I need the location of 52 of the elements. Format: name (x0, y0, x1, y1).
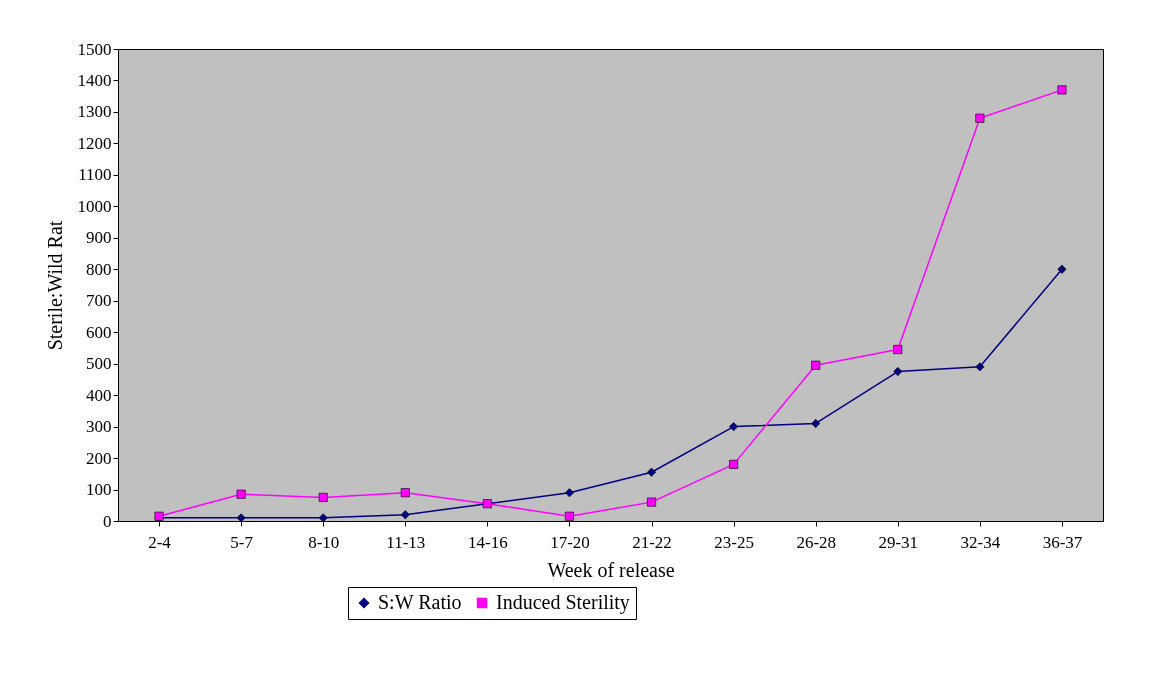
y-tick-label: 400 (86, 385, 112, 405)
x-tick-label: 32-34 (960, 532, 1001, 552)
x-tick-label: 14-16 (468, 532, 508, 552)
point (811, 360, 821, 370)
y-tick-label: 0 (103, 511, 112, 531)
point (647, 497, 657, 507)
x-tick-label: 17-20 (550, 532, 590, 552)
point (318, 492, 328, 502)
x-tick-label: 26-28 (796, 532, 837, 552)
y-tick-label: 1100 (78, 165, 112, 185)
point (729, 459, 739, 469)
y-tick-label: 1300 (77, 102, 112, 122)
y-tick-label: 200 (86, 448, 112, 468)
x-tick-label: 8-10 (308, 532, 340, 552)
x-tick-label: 23-25 (714, 532, 754, 552)
x-tick-label: 21-22 (632, 532, 672, 552)
y-tick-label: 800 (86, 259, 112, 279)
point (893, 367, 903, 377)
y-tick-label: 1500 (77, 39, 112, 59)
y-tick-label: 1000 (77, 196, 112, 216)
point (975, 362, 985, 372)
point (1057, 264, 1067, 274)
x-tick-label: 11-13 (386, 532, 426, 552)
point (564, 488, 574, 498)
point (236, 513, 246, 523)
legend-label: Induced Sterility (496, 591, 630, 614)
x-tick-label: 5-7 (230, 532, 254, 552)
y-tick-label: 500 (86, 354, 112, 374)
x-tick-label: 2-4 (148, 532, 172, 552)
point (975, 113, 985, 123)
point (236, 489, 246, 499)
y-tick-label: 700 (86, 291, 112, 311)
point (564, 511, 574, 521)
y-tick-label: 900 (86, 228, 112, 248)
point (893, 345, 903, 354)
point (811, 418, 821, 428)
point (1057, 85, 1067, 95)
y-tick-label: 1200 (77, 133, 112, 153)
x-tick-label: 29-31 (878, 532, 919, 552)
y-tick-label: 1400 (77, 70, 112, 90)
legend-label: S:W Ratio (378, 591, 462, 613)
y-tick-label: 100 (86, 480, 112, 500)
y-tick-label: 600 (86, 322, 112, 342)
y-tick-label: 300 (86, 417, 112, 437)
y-axis-title: Sterile:Wild Rat (43, 220, 66, 351)
x-tick-label: 36-37 (1042, 532, 1083, 552)
point (400, 510, 410, 520)
point (647, 467, 657, 477)
point (729, 422, 739, 432)
x-axis-title: Week of release (547, 558, 675, 581)
point (318, 513, 328, 523)
point (400, 488, 410, 498)
